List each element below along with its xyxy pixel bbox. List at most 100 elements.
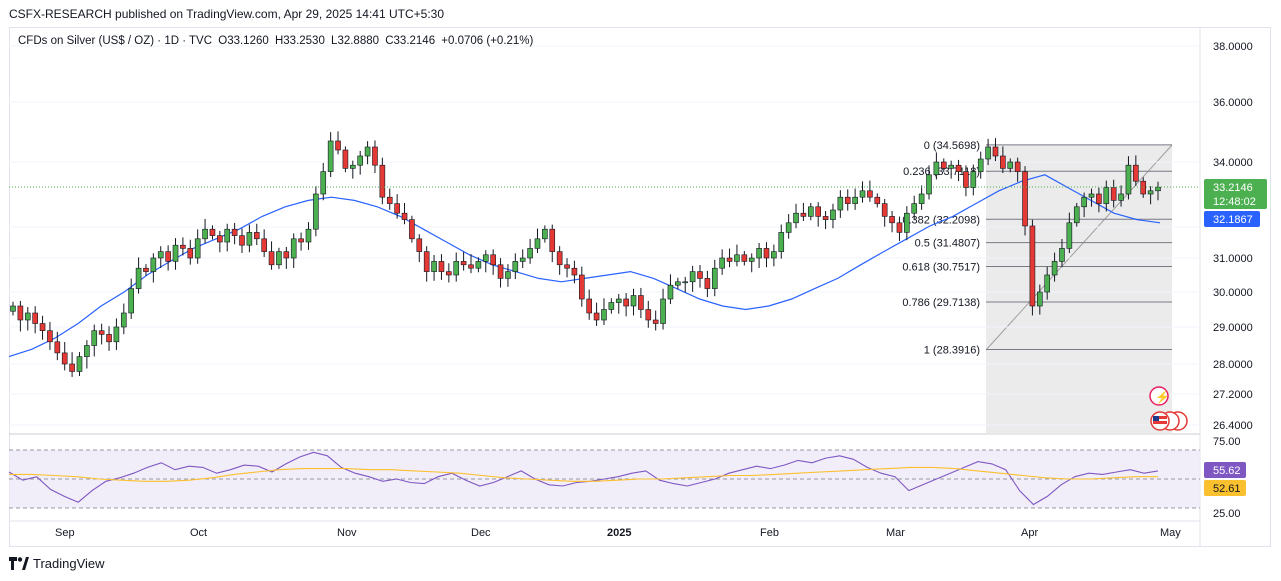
candle-body [1022, 171, 1028, 227]
candle-body [17, 305, 24, 321]
fib-trend-line[interactable] [985, 144, 1173, 351]
candle-body [327, 140, 334, 172]
candle-body [231, 228, 238, 236]
rsi-ma-line [9, 466, 1158, 482]
candle-body [534, 238, 541, 249]
candle-body [394, 203, 400, 214]
candle-body [202, 228, 208, 240]
rsi-group [8, 451, 1159, 506]
price-tick: 26.4000 [1213, 420, 1253, 432]
candle-body [342, 149, 349, 169]
lightning-glyph-icon: ⚡ [1155, 390, 1170, 404]
candle-body [194, 238, 201, 259]
candle-body [1073, 206, 1080, 224]
time-axis[interactable]: Sep Oct Nov Dec 2025 Feb Mar Apr May [55, 527, 1181, 539]
fib-level-label: 0.618 (30.7517) [902, 261, 980, 273]
candle-body [32, 312, 38, 324]
candle-body [711, 267, 718, 289]
candle-body [926, 174, 932, 195]
candle-body [1147, 190, 1154, 195]
candle-body [579, 274, 585, 300]
candle-body [350, 164, 356, 169]
candle-body [697, 271, 703, 279]
candle-body [815, 206, 821, 217]
close-value: C33.2146 [385, 35, 436, 47]
candle-body [106, 334, 112, 343]
candle-body [253, 232, 260, 240]
candle-body [364, 146, 371, 157]
candle-body [881, 203, 888, 217]
symbol-name[interactable]: CFDs on Silver (US$ / OZ) · 1D · TVC [18, 35, 213, 47]
price-axis[interactable]: 38.0000 36.0000 34.0000 32.0000 31.0000 … [1213, 41, 1253, 432]
price-tick: 28.0000 [1213, 359, 1253, 371]
candle-body [808, 206, 814, 217]
time-tick: Sep [55, 527, 75, 539]
candle-body [1059, 248, 1065, 262]
candle-body [874, 196, 881, 204]
candle-body [1140, 180, 1147, 195]
candle-body [24, 312, 31, 321]
candle-body [689, 271, 696, 283]
time-tick: Apr [1021, 527, 1038, 539]
candle-body [121, 312, 127, 328]
candle-body [852, 196, 858, 204]
time-tick: Nov [337, 527, 357, 539]
candle-body [1088, 193, 1095, 198]
candle-body [423, 251, 430, 272]
candle-body [719, 257, 725, 269]
time-tick: Oct [190, 527, 207, 539]
lightning-icon[interactable] [1149, 386, 1169, 406]
candle-body [793, 212, 799, 224]
brand-name: TradingView [33, 556, 105, 571]
candle-body [1125, 164, 1132, 195]
candle-body [830, 209, 836, 220]
candle-body [763, 248, 770, 259]
candle-body [283, 251, 290, 259]
candle-body [963, 171, 969, 188]
candle-body [298, 238, 304, 243]
time-tick: Feb [760, 527, 779, 539]
candle-body [1051, 261, 1058, 276]
candle-body [209, 228, 216, 236]
candle-body [977, 158, 984, 172]
price-tick: 27.2000 [1213, 389, 1253, 401]
candle-body [1103, 187, 1110, 204]
candle-body [1133, 164, 1139, 182]
candle-body [940, 161, 947, 169]
candle-body [889, 216, 895, 224]
candle-body [771, 251, 777, 259]
candle-body [896, 222, 903, 233]
candle-body [490, 254, 496, 266]
candle-body [652, 319, 659, 324]
flag-canton [1153, 416, 1159, 421]
candle-body [482, 254, 489, 262]
candle-body [741, 254, 748, 262]
candle-body [268, 251, 275, 266]
chart-legend[interactable]: CFDs on Silver (US$ / OZ) · 1D · TVC O33… [18, 35, 536, 47]
candle-body [446, 271, 452, 276]
candle-body [615, 298, 622, 303]
candle-body [549, 228, 556, 252]
rsi-badge [1204, 462, 1246, 478]
fib-level-label: 0.786 (29.7138) [902, 297, 980, 309]
candle-body [76, 356, 83, 372]
event-icons[interactable]: ⚡ [1149, 386, 1188, 431]
grid-lines [9, 45, 1200, 426]
candle-body [276, 251, 282, 266]
candle-body [645, 309, 652, 321]
tradingview-logo-icon [9, 557, 29, 570]
price-tick: 31.0000 [1213, 253, 1253, 265]
price-tick: 34.0000 [1213, 157, 1253, 169]
candle-body [1066, 222, 1073, 249]
candle-body [386, 196, 393, 204]
candle-body [904, 212, 910, 233]
candle-body [335, 140, 341, 151]
candle-body [660, 298, 666, 324]
candle-body [416, 238, 423, 252]
candle-body [1081, 196, 1087, 208]
footer[interactable]: TradingView [9, 556, 105, 571]
candle-body [756, 248, 762, 259]
candle-body [948, 164, 954, 169]
candle-body [608, 302, 615, 310]
